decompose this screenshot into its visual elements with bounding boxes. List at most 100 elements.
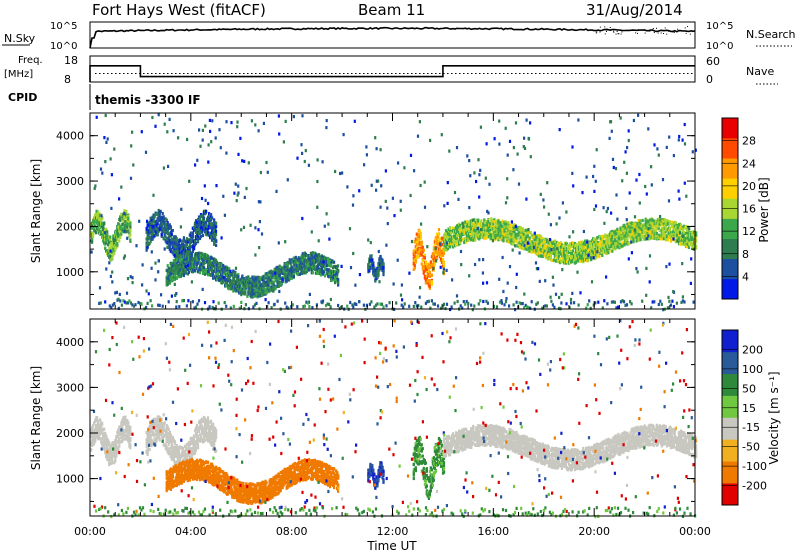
- echo-cell: [437, 232, 441, 236]
- echo-cell: [166, 228, 169, 232]
- echo-cell: [519, 226, 522, 230]
- echo-cell: [428, 270, 431, 274]
- noise-right-label: N.Search: [746, 28, 796, 41]
- echo-cell: [232, 269, 235, 273]
- echo-cell: [170, 233, 173, 237]
- echo-cell: [215, 243, 218, 247]
- echo-cell: [129, 221, 132, 226]
- echo-cell: [91, 238, 94, 242]
- echo-cell: [240, 293, 243, 297]
- noise-search-dot: [673, 31, 675, 33]
- echo-cell: [648, 226, 651, 231]
- echo-cell: [428, 286, 431, 290]
- echo-cell: [146, 245, 149, 249]
- echo-cell: [274, 286, 277, 291]
- echo-cell: [109, 253, 112, 257]
- echo-cell: [329, 259, 332, 263]
- echo-cell: [196, 237, 200, 241]
- echo-cell: [171, 277, 174, 281]
- echo-cell: [188, 238, 191, 242]
- echo-cell: [215, 221, 218, 225]
- echo-cell: [157, 218, 160, 222]
- echo-cell: [605, 252, 608, 256]
- echo-cell: [156, 232, 159, 236]
- echo-cell: [647, 224, 650, 228]
- echo-cell: [578, 252, 581, 256]
- echo-cell: [249, 281, 252, 285]
- echo-cell: [570, 252, 573, 256]
- echo-cell: [267, 284, 270, 288]
- echo-cell: [162, 215, 165, 219]
- echo-cell: [180, 267, 183, 271]
- echo-cell: [569, 242, 572, 246]
- noise-search-dot: [595, 32, 597, 34]
- echo-cell: [479, 225, 482, 229]
- echo-cell: [118, 239, 121, 243]
- echo-cell: [419, 242, 422, 246]
- echo-cell: [547, 247, 550, 251]
- echo-cell: [531, 240, 534, 244]
- echo-cell: [382, 266, 385, 270]
- echo-cell: [228, 270, 231, 275]
- echo-cell: [620, 231, 623, 235]
- echo-cell: [213, 242, 216, 246]
- echo-cell: [306, 259, 309, 263]
- echo-cell: [450, 231, 453, 235]
- echo-cell: [197, 215, 201, 219]
- echo-cell: [460, 234, 463, 239]
- echo-cell: [616, 227, 619, 231]
- echo-cell: [246, 294, 249, 298]
- echo-cell: [337, 278, 340, 282]
- echo-cell: [613, 230, 616, 234]
- echo-cell: [336, 272, 339, 276]
- echo-cell: [175, 250, 178, 254]
- echo-cell: [159, 209, 162, 213]
- echo-cell: [108, 240, 111, 244]
- echo-cell: [501, 225, 504, 229]
- echo-cell: [295, 260, 298, 264]
- echo-cell: [580, 251, 583, 255]
- echo-cell: [469, 232, 472, 236]
- echo-cell: [169, 248, 172, 252]
- echo-cell: [595, 255, 598, 259]
- echo-cell: [334, 275, 337, 280]
- echo-cell: [179, 272, 182, 276]
- echo-cell: [415, 238, 418, 242]
- echo-cell: [102, 225, 105, 229]
- echo-cell: [152, 225, 155, 229]
- echo-cell: [439, 254, 443, 258]
- echo-cell: [253, 282, 256, 286]
- echo-cell: [513, 229, 516, 233]
- echo-cell: [207, 227, 210, 231]
- echo-cell: [111, 241, 114, 246]
- echo-cell: [477, 219, 480, 223]
- echo-cell: [296, 272, 299, 277]
- echo-cell: [114, 247, 117, 251]
- echo-cell: [591, 254, 594, 258]
- echo-cell: [337, 270, 340, 274]
- echo-cell: [575, 252, 578, 256]
- echo-cell: [464, 220, 467, 224]
- echo-cell: [179, 258, 182, 262]
- echo-cell: [537, 254, 540, 258]
- echo-cell: [430, 273, 433, 277]
- echo-cell: [93, 218, 96, 222]
- echo-cell: [119, 231, 122, 235]
- echo-cell: [203, 272, 207, 276]
- echo-cell: [637, 238, 640, 242]
- echo-cell: [563, 254, 567, 258]
- echo-cell: [309, 251, 312, 255]
- echo-cell: [213, 224, 216, 228]
- echo-cell: [516, 235, 519, 239]
- echo-cell: [193, 269, 197, 273]
- echo-cell: [186, 250, 189, 254]
- echo-cell: [288, 258, 291, 262]
- echo-cell: [129, 229, 132, 233]
- echo-cell: [239, 284, 242, 288]
- echo-cell: [436, 235, 440, 239]
- echo-cell: [419, 237, 422, 241]
- echo-cell: [615, 232, 618, 236]
- echo-cell: [179, 264, 182, 268]
- echo-cell: [177, 253, 180, 257]
- echo-cell: [212, 226, 215, 230]
